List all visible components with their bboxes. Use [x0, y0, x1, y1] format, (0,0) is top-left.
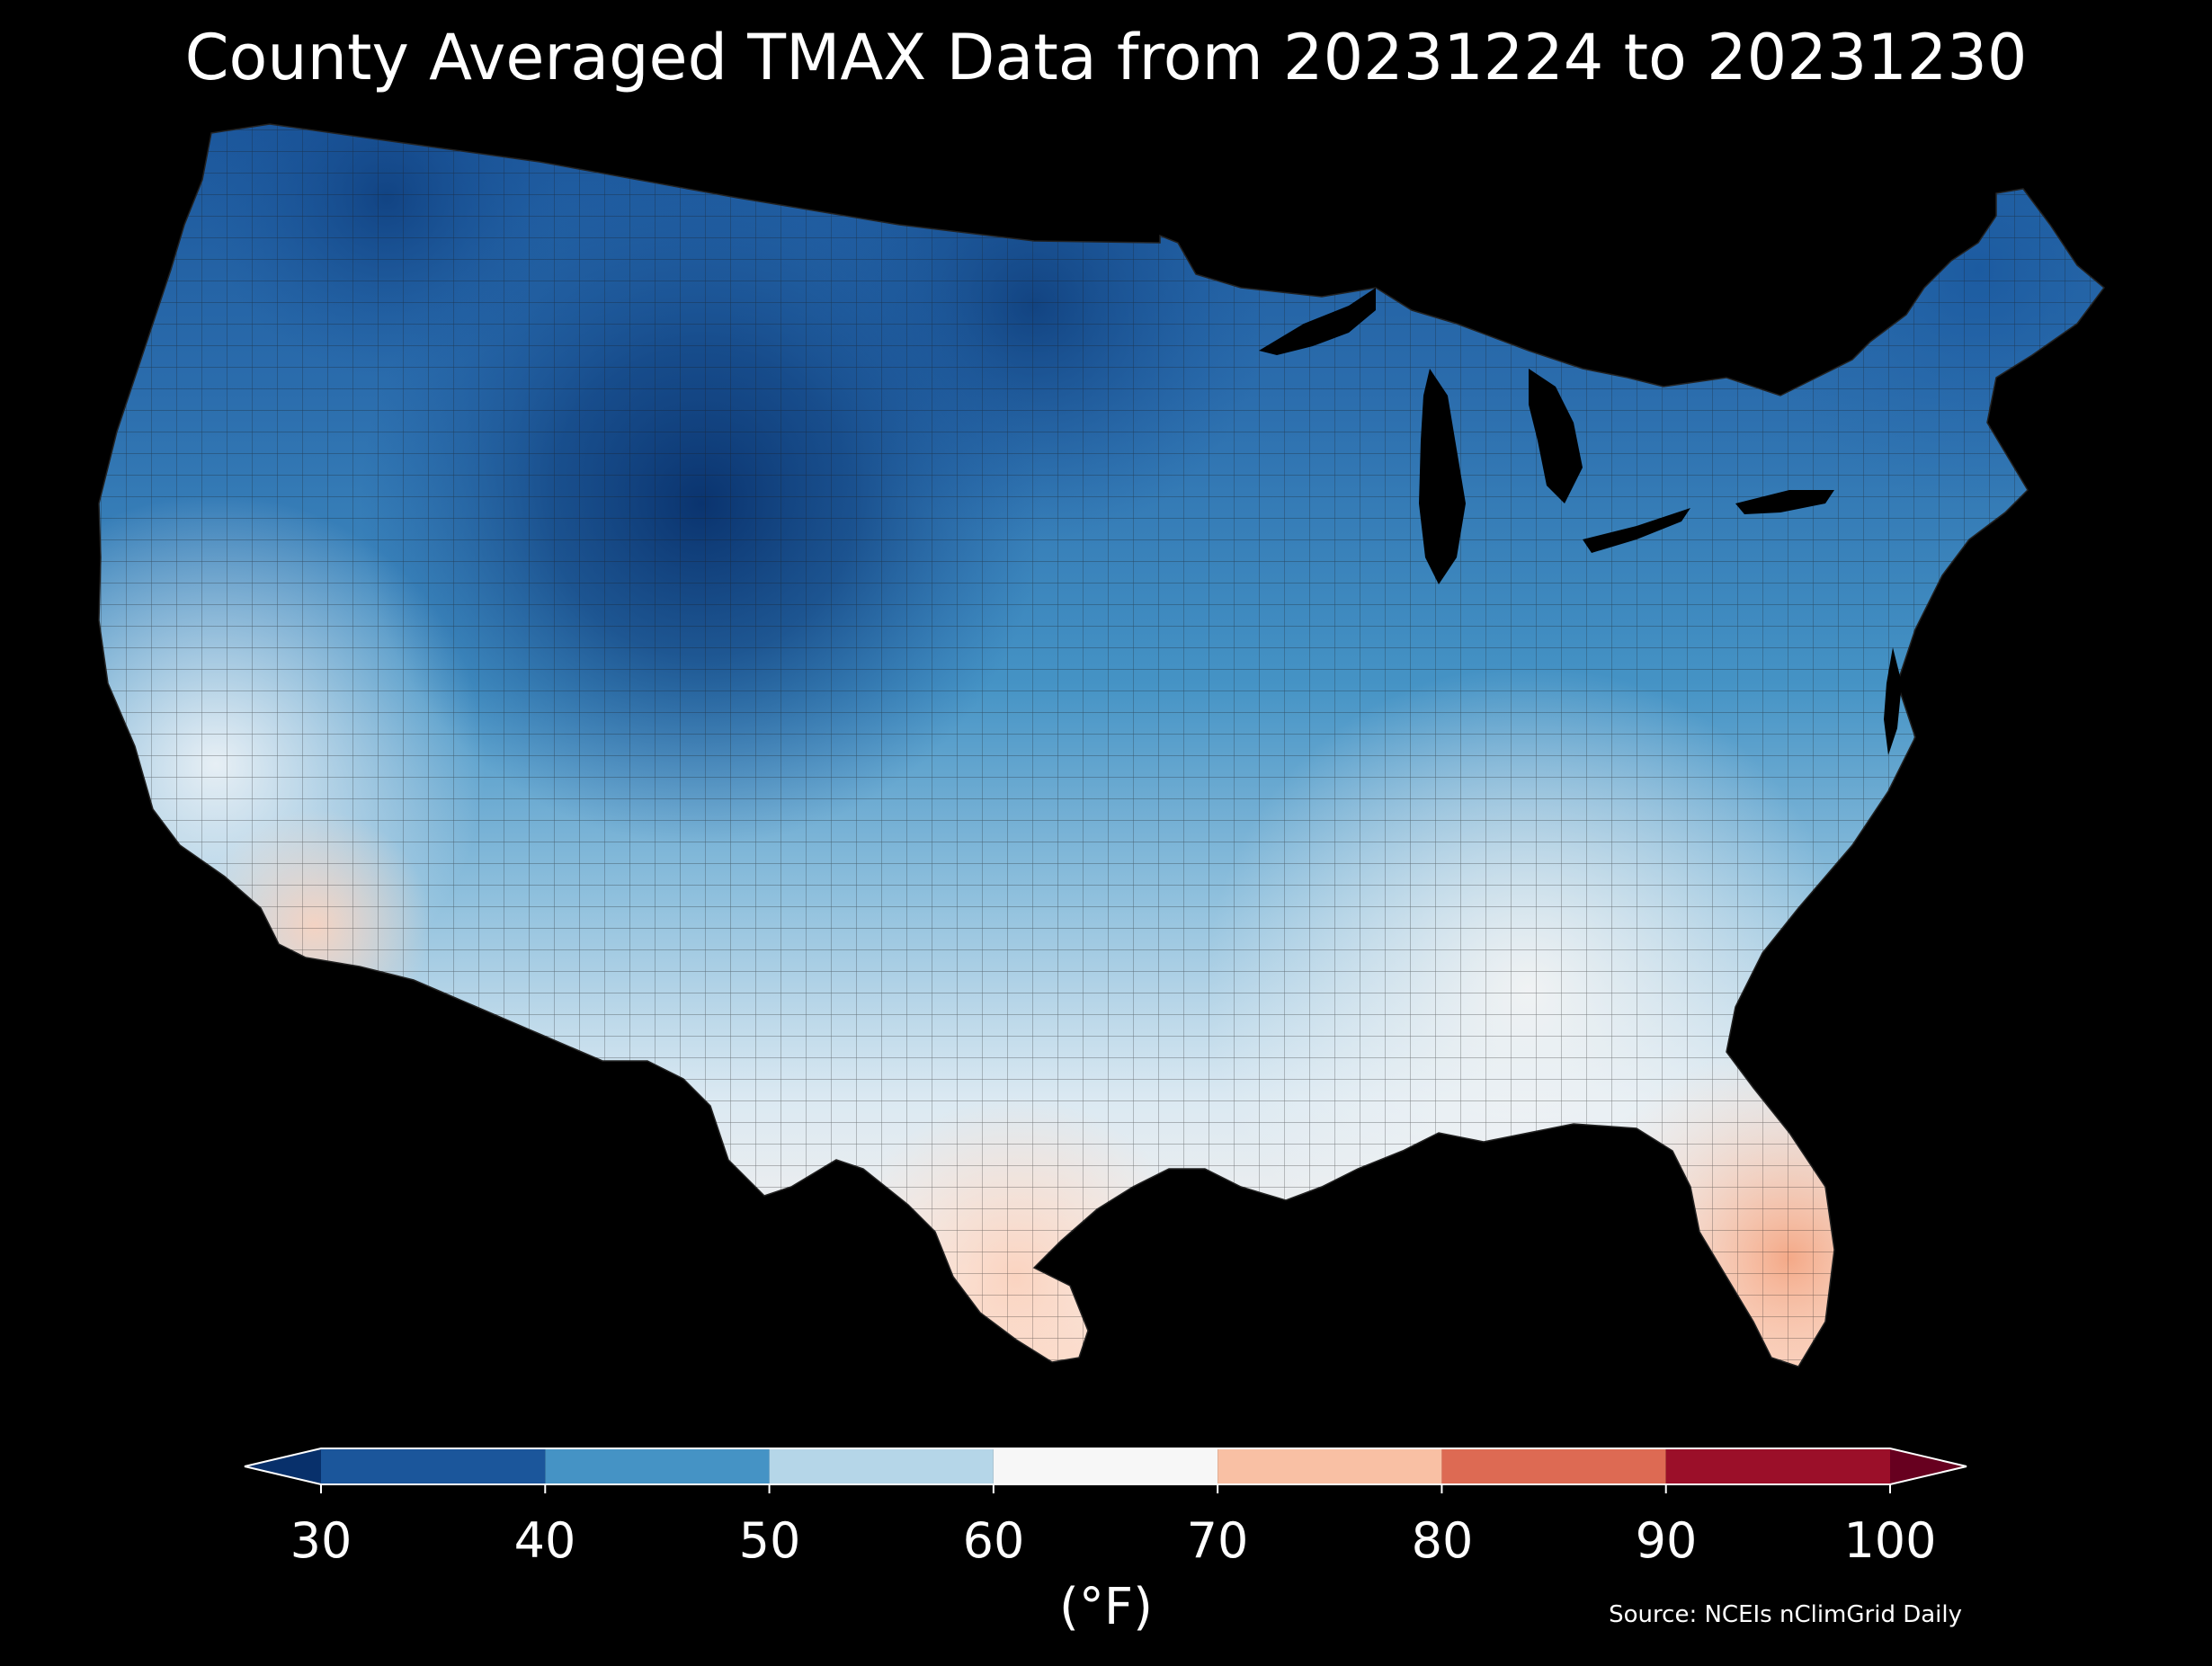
colorbar-tick-label: 80	[1411, 1512, 1474, 1569]
colorbar-bin-3	[993, 1448, 1218, 1484]
colorbar-tick-label: 100	[1843, 1512, 1937, 1569]
choropleth-map	[98, 123, 2106, 1368]
colorbar-tick-label: 50	[738, 1512, 801, 1569]
colorbar-tick-label: 90	[1635, 1512, 1698, 1569]
colorbar-bin-1	[545, 1448, 770, 1484]
colorbar-extend-max	[1890, 1448, 1967, 1484]
colorbar-bin-0	[321, 1448, 546, 1484]
colorbar-tick-label: 40	[513, 1512, 576, 1569]
colorbar: 30 40 50 60 70 80 90 100 (°F) Source: NC…	[0, 1430, 2212, 1666]
lake-huron	[1529, 369, 1583, 503]
colorbar-bin-4	[1217, 1448, 1442, 1484]
lake-michigan	[1419, 369, 1466, 584]
colorbar-bin-2	[769, 1448, 994, 1484]
great-lakes	[1259, 288, 1834, 584]
colorbar-tick-label: 60	[962, 1512, 1025, 1569]
colorbar-bin-5	[1441, 1448, 1666, 1484]
colorbar-units-label: (°F)	[1059, 1578, 1153, 1636]
chesapeake-bay	[1884, 647, 1902, 755]
map-title: County Averaged TMAX Data from 20231224 …	[184, 21, 2028, 94]
lake-erie	[1583, 508, 1690, 553]
colorbar-extend-min	[245, 1448, 321, 1484]
colorbar-bin-6	[1665, 1448, 1890, 1484]
lake-superior	[1259, 288, 1376, 355]
colorbar-tick-label: 70	[1186, 1512, 1249, 1569]
source-credit: Source: NCEIs nClimGrid Daily	[1609, 1601, 1962, 1628]
lake-ontario	[1735, 490, 1834, 514]
contiguous-us-counties	[98, 123, 2106, 1368]
colorbar-tick-label: 30	[290, 1512, 352, 1569]
